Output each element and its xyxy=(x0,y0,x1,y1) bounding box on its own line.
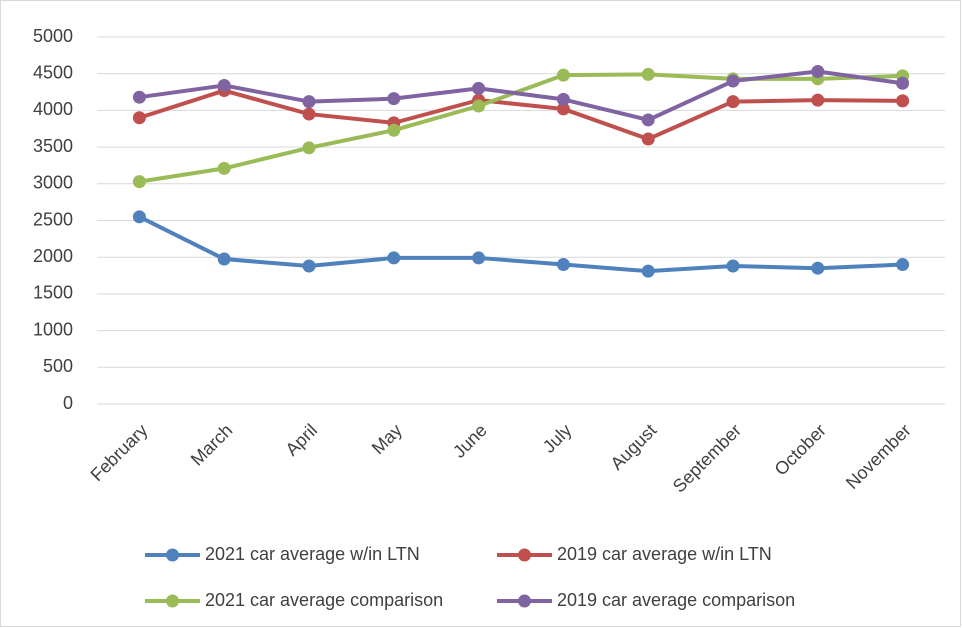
point xyxy=(896,76,910,90)
legend-marker xyxy=(166,548,179,562)
legend-label: 2021 car average comparison xyxy=(205,590,443,610)
point xyxy=(641,264,655,278)
series-line xyxy=(139,72,903,184)
legend-label: 2019 car average comparison xyxy=(557,590,795,610)
point xyxy=(472,81,486,95)
point xyxy=(472,251,486,265)
series-line xyxy=(138,88,903,142)
y-tick-label: 5000 xyxy=(33,26,73,46)
point xyxy=(556,102,570,116)
point xyxy=(811,64,825,78)
point xyxy=(726,95,740,109)
y-tick-label: 1000 xyxy=(33,319,73,339)
point xyxy=(132,90,146,104)
series-line xyxy=(138,215,903,274)
point xyxy=(132,210,146,224)
point xyxy=(387,123,401,137)
point xyxy=(556,92,570,106)
point xyxy=(217,161,231,175)
point xyxy=(896,94,910,108)
legend-marker xyxy=(518,548,531,562)
point xyxy=(472,99,486,113)
point xyxy=(387,251,401,265)
point xyxy=(641,113,655,127)
point xyxy=(132,175,146,189)
point xyxy=(641,67,655,81)
y-tick-label: 3500 xyxy=(33,136,73,156)
point xyxy=(217,78,231,92)
y-tick-label: 1500 xyxy=(33,283,73,303)
point xyxy=(302,107,316,121)
y-tick-label: 500 xyxy=(43,356,73,376)
point xyxy=(302,95,316,109)
legend-marker xyxy=(166,594,179,608)
point xyxy=(556,68,570,82)
point xyxy=(302,141,316,155)
point xyxy=(811,261,825,275)
point xyxy=(217,252,231,266)
legend-label: 2021 car average w/in LTN xyxy=(205,544,420,564)
point xyxy=(556,258,570,272)
y-tick-label: 4000 xyxy=(33,99,73,119)
series-line xyxy=(139,69,903,122)
legend-label: 2019 car average w/in LTN xyxy=(557,544,772,564)
y-tick-label: 3000 xyxy=(33,173,73,193)
y-tick-label: 4500 xyxy=(33,62,73,82)
y-tick-label: 2500 xyxy=(33,209,73,229)
point xyxy=(132,111,146,125)
point xyxy=(726,74,740,88)
y-tick-label: 0 xyxy=(63,393,73,413)
legend-marker xyxy=(518,594,531,608)
point xyxy=(811,93,825,107)
point xyxy=(302,259,316,273)
point xyxy=(896,258,910,272)
point xyxy=(641,132,655,146)
y-tick-label: 2000 xyxy=(33,246,73,266)
point xyxy=(726,259,740,273)
point xyxy=(387,92,401,106)
